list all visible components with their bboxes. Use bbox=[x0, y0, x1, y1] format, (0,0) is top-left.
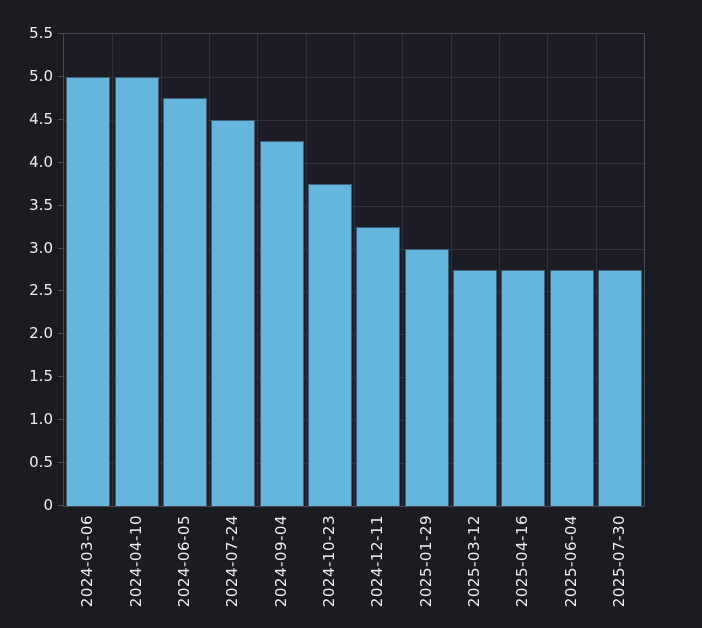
x-tick-label: 2025-06-04 bbox=[561, 515, 580, 608]
y-tick-label: 5.0 bbox=[29, 66, 53, 85]
x-tick-label: 2025-04-16 bbox=[513, 515, 532, 608]
gridline-v bbox=[547, 34, 549, 506]
x-tick-label: 2025-03-12 bbox=[464, 515, 483, 608]
x-tick-label: 2024-04-10 bbox=[126, 515, 145, 608]
y-tick bbox=[58, 204, 63, 206]
gridline-v bbox=[257, 34, 259, 506]
x-tick-label: 2024-06-05 bbox=[174, 515, 193, 608]
bar bbox=[162, 98, 207, 506]
gridline-v bbox=[354, 34, 355, 506]
bar bbox=[549, 270, 594, 506]
bar bbox=[597, 270, 642, 506]
y-tick-label: 5.5 bbox=[29, 24, 53, 42]
y-tick-label: 0 bbox=[43, 496, 53, 514]
bar bbox=[501, 270, 546, 506]
y-tick-label: 1.5 bbox=[29, 367, 53, 386]
y-tick-label: 4.0 bbox=[29, 152, 53, 171]
y-tick-label: 4.5 bbox=[29, 109, 53, 128]
y-tick-label: 0.5 bbox=[29, 453, 53, 472]
gridline-v bbox=[450, 34, 452, 506]
y-tick bbox=[58, 419, 63, 421]
y-tick bbox=[58, 161, 63, 163]
x-tick-label: 2024-10-23 bbox=[319, 515, 338, 608]
bar bbox=[356, 227, 401, 506]
x-tick-label: 2025-01-29 bbox=[416, 515, 435, 608]
gridline-v bbox=[595, 34, 597, 506]
x-tick-label: 2024-03-06 bbox=[78, 515, 97, 608]
y-tick bbox=[58, 376, 63, 378]
bar bbox=[211, 119, 256, 506]
gridline-v bbox=[499, 34, 500, 506]
bar bbox=[66, 76, 111, 506]
y-tick bbox=[58, 505, 63, 506]
y-tick bbox=[58, 75, 63, 77]
gridline-v bbox=[112, 34, 114, 506]
plot-area bbox=[63, 33, 645, 507]
bar bbox=[259, 141, 304, 506]
y-tick bbox=[58, 118, 63, 120]
x-tick-label: 2024-07-24 bbox=[223, 515, 242, 608]
x-tick-label: 2024-09-04 bbox=[271, 515, 290, 608]
y-tick-label: 1.0 bbox=[29, 410, 53, 429]
bar bbox=[307, 184, 352, 506]
y-tick bbox=[58, 462, 63, 464]
y-tick-label: 3.0 bbox=[29, 238, 53, 257]
x-tick-label: 2025-07-30 bbox=[609, 515, 628, 608]
gridline-v bbox=[402, 34, 404, 506]
y-tick-label: 2.0 bbox=[29, 324, 53, 343]
gridline-v bbox=[305, 34, 307, 506]
gridline-v bbox=[160, 34, 162, 506]
y-tick-label: 3.5 bbox=[29, 195, 53, 214]
y-tick-label: 2.5 bbox=[29, 281, 53, 300]
y-tick bbox=[58, 333, 63, 335]
gridline-v bbox=[209, 34, 210, 506]
y-tick bbox=[58, 33, 63, 34]
bar bbox=[114, 76, 159, 506]
y-tick bbox=[58, 290, 63, 292]
x-tick-label: 2024-12-11 bbox=[368, 515, 387, 608]
bar bbox=[452, 270, 497, 506]
y-tick bbox=[58, 247, 63, 249]
bar bbox=[404, 248, 449, 506]
